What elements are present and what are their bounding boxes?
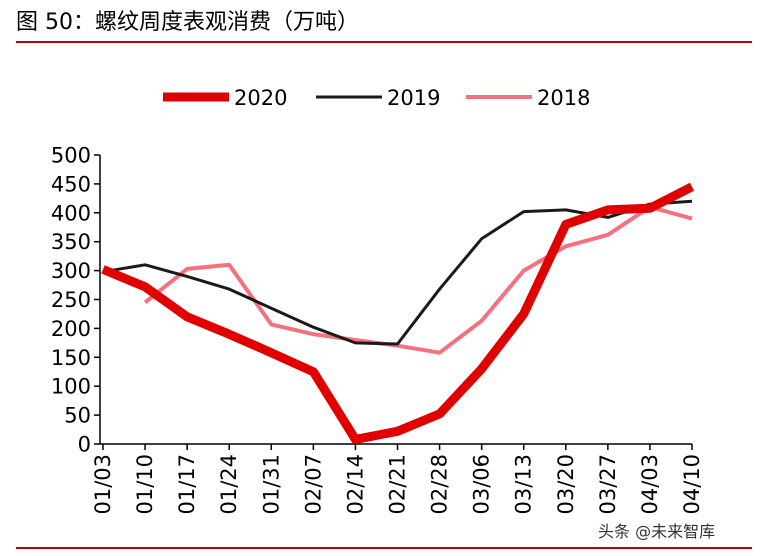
x-tick-label: 02/21 — [386, 454, 410, 515]
y-tick-label: 200 — [51, 317, 91, 341]
x-tick-label: 04/03 — [638, 454, 662, 515]
x-axis: 01/03 01/10 01/17 01/24 01/31 02/07 02/14 02/21… — [91, 443, 704, 515]
y-tick-label: 250 — [51, 288, 91, 312]
y-axis: 0 50 100 150 200 250 300 350 400 450 500 — [51, 144, 101, 457]
x-tick-label: 02/28 — [428, 454, 452, 515]
legend-label-2020: 2020 — [234, 86, 287, 110]
y-tick-label: 100 — [51, 375, 91, 399]
x-tick-label: 03/13 — [512, 454, 536, 515]
x-tick-label: 01/24 — [217, 454, 241, 515]
x-tick-label: 01/10 — [133, 454, 157, 515]
y-tick-label: 300 — [51, 259, 91, 283]
x-tick-label: 01/17 — [175, 454, 199, 515]
chart-title: 图 50：螺纹周度表观消费（万吨） — [16, 10, 359, 35]
series-lines — [101, 182, 695, 444]
x-tick-label: 02/07 — [301, 454, 325, 515]
y-tick-label: 50 — [64, 404, 91, 428]
x-tick-label: 03/06 — [470, 454, 494, 515]
series-line-2018 — [143, 205, 693, 355]
legend: 2020 2019 2018 — [163, 86, 590, 110]
y-tick-label: 0 — [78, 433, 91, 457]
x-tick-label: 01/03 — [91, 454, 115, 515]
y-tick-label: 500 — [51, 144, 91, 168]
x-tick-label: 04/10 — [680, 454, 704, 515]
watermark: 头条 @未来智库 — [598, 522, 716, 541]
legend-label-2018: 2018 — [537, 86, 590, 110]
bottom-divider — [16, 547, 752, 549]
x-tick-label: 03/27 — [596, 454, 620, 515]
y-tick-label: 150 — [51, 346, 91, 370]
x-tick-label: 02/14 — [343, 454, 367, 515]
y-tick-label: 450 — [51, 172, 91, 196]
y-tick-label: 350 — [51, 230, 91, 254]
top-divider — [16, 41, 752, 43]
series-line-2020 — [101, 182, 695, 444]
x-tick-label: 03/20 — [554, 454, 578, 515]
legend-label-2019: 2019 — [387, 86, 440, 110]
x-tick-label: 01/31 — [259, 454, 283, 515]
y-tick-label: 400 — [51, 201, 91, 225]
